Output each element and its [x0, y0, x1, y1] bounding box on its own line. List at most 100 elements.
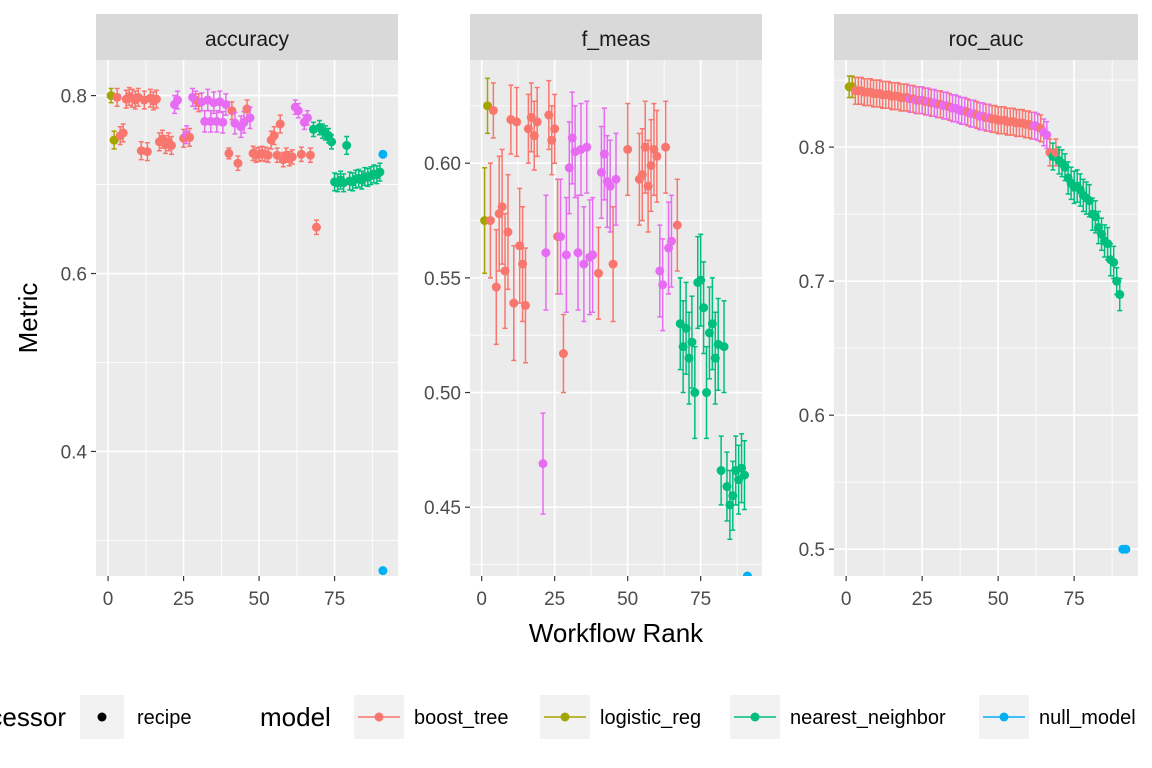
- legend-key-point-null_model: [999, 712, 1009, 722]
- x-tick-label: 0: [841, 589, 852, 610]
- data-point-boost_tree: [661, 142, 671, 152]
- data-point-boost_tree: [1051, 147, 1061, 157]
- facet-strip: [96, 14, 398, 60]
- data-point-nearest_neighbor: [687, 337, 697, 347]
- facet-f_meas: f_meas 0 25 50 75 0.45 0.50 0.55 0.60: [424, 14, 762, 610]
- panel-background: [96, 60, 398, 576]
- data-point-boost_tree: [275, 119, 285, 129]
- data-point-nearest_neighbor: [1097, 229, 1107, 239]
- x-tick-label: 50: [249, 589, 270, 610]
- data-point-pink: [605, 181, 615, 191]
- data-point-boost_tree: [532, 117, 542, 127]
- data-point-boost_tree: [512, 117, 522, 127]
- data-point-boost_tree: [488, 105, 498, 115]
- data-point-boost_tree: [311, 222, 321, 232]
- data-point-nearest_neighbor: [1093, 223, 1103, 233]
- data-point-pink: [538, 459, 548, 469]
- facet-strip-label: roc_auc: [949, 28, 1024, 51]
- x-axis-label: Workflow Rank: [529, 618, 704, 648]
- data-point-pink: [658, 280, 668, 290]
- data-point-nearest_neighbor: [1103, 239, 1113, 249]
- data-point-nearest_neighbor: [1090, 212, 1100, 222]
- legend-title-model: model: [260, 702, 331, 732]
- data-point-null_model: [378, 149, 388, 159]
- x-tick-label: 25: [544, 589, 565, 610]
- data-point-boost_tree: [491, 282, 501, 292]
- x-tick-label: 75: [1064, 589, 1085, 610]
- data-point-nearest_neighbor: [375, 167, 385, 177]
- legend-label-recipe: recipe: [137, 707, 191, 729]
- data-point-boost_tree: [593, 268, 603, 278]
- data-point-pink: [579, 259, 589, 269]
- y-tick-label: 0.6: [61, 265, 87, 286]
- data-point-boost_tree: [608, 259, 618, 269]
- data-point-boost_tree: [485, 216, 495, 226]
- panel-background: [834, 60, 1138, 576]
- data-point-boost_tree: [118, 128, 128, 138]
- legend-key-point-boost_tree: [374, 712, 384, 722]
- data-points: [844, 75, 1131, 554]
- x-tick-label: 25: [173, 589, 194, 610]
- data-point-pink: [588, 250, 598, 260]
- data-point-boost_tree: [151, 94, 161, 104]
- data-point-pink: [611, 174, 621, 184]
- facet-strip: [834, 14, 1138, 60]
- y-tick-label: 0.5: [799, 540, 825, 561]
- data-point-boost_tree: [623, 144, 633, 154]
- data-point-pink: [245, 113, 255, 123]
- y-tick-label: 0.7: [799, 272, 825, 293]
- data-point-nearest_neighbor: [719, 342, 729, 352]
- data-point-nearest_neighbor: [1060, 162, 1070, 172]
- facet-strip: [470, 14, 762, 60]
- y-tick-label: 0.60: [424, 154, 461, 175]
- data-point-boost_tree: [503, 227, 513, 237]
- data-point-boost_tree: [112, 92, 122, 102]
- data-point-boost_tree: [305, 150, 315, 160]
- legend-label-nearest_neighbor: nearest_neighbor: [790, 707, 946, 729]
- data-point-pink: [302, 113, 312, 123]
- data-point-pink: [541, 248, 551, 258]
- data-point-boost_tree: [558, 349, 568, 359]
- data-point-boost_tree: [269, 131, 279, 141]
- data-point-boost_tree: [167, 140, 176, 150]
- x-tick-label: 50: [617, 589, 638, 610]
- data-point-boost_tree: [233, 158, 243, 168]
- legend-key-point-nearest_neighbor: [750, 712, 760, 722]
- y-tick-label: 0.8: [61, 87, 87, 108]
- data-point-boost_tree: [224, 148, 234, 158]
- x-tick-label: 25: [912, 589, 933, 610]
- legend-key-point-logistic_reg: [560, 712, 570, 722]
- data-point-pink: [173, 95, 183, 105]
- data-point-pink: [561, 250, 571, 260]
- data-point-nearest_neighbor: [342, 140, 352, 150]
- y-tick-label: 0.45: [424, 498, 461, 519]
- facet-strip-label: accuracy: [205, 28, 290, 51]
- legend-label-null_model: null_model: [1039, 707, 1136, 729]
- x-tick-label: 0: [103, 589, 114, 610]
- data-point-nearest_neighbor: [739, 470, 749, 480]
- facet-strip-label: f_meas: [582, 28, 651, 51]
- data-point-boost_tree: [263, 150, 273, 160]
- data-point-boost_tree: [497, 202, 507, 212]
- data-point-boost_tree: [287, 152, 297, 162]
- legend-key-recipe: [97, 712, 107, 722]
- data-point-pink: [556, 232, 566, 242]
- y-tick-label: 0.8: [799, 138, 825, 159]
- data-point-boost_tree: [550, 124, 560, 134]
- y-tick-label: 0.4: [61, 442, 88, 463]
- data-point-pink: [221, 99, 231, 109]
- x-tick-label: 75: [324, 589, 345, 610]
- data-point-boost_tree: [652, 151, 662, 161]
- data-point-boost_tree: [509, 298, 519, 308]
- x-tick-label: 75: [690, 589, 711, 610]
- data-point-null_model: [1121, 544, 1131, 554]
- facet-roc_auc: roc_auc 0 25 50 75 0.5 0.6 0.7 0.8: [799, 14, 1138, 610]
- legend-label-boost_tree: boost_tree: [414, 707, 509, 729]
- y-axis-label: Metric: [13, 283, 43, 354]
- data-point-pink: [218, 117, 228, 127]
- legend: preprocessor recipe model boost_tree logisti…: [0, 695, 1136, 739]
- data-point-boost_tree: [296, 149, 306, 159]
- data-point-boost_tree: [142, 147, 152, 157]
- data-point-nearest_neighbor: [702, 388, 712, 398]
- data-point-nearest_neighbor: [690, 388, 700, 398]
